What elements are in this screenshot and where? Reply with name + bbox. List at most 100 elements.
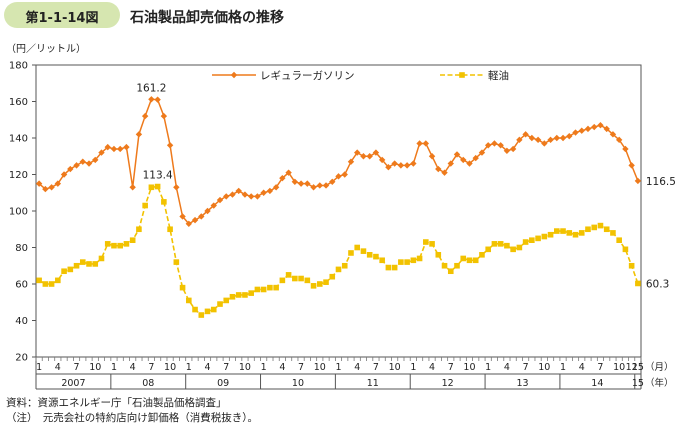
x-month-label: 1: [36, 362, 42, 373]
x-year-label: 13: [516, 378, 528, 389]
x-year-label: 12: [442, 378, 454, 389]
diesel-data-point: [104, 241, 111, 247]
gasoline-data-point: [54, 180, 62, 187]
y-axis-unit: （円／リットル）: [6, 43, 86, 55]
diesel-data-point: [597, 222, 604, 229]
gasoline-data-point: [67, 165, 74, 173]
diesel-data-point: [329, 273, 336, 280]
diesel-data-point: [192, 306, 198, 313]
diesel-data-point: [479, 252, 485, 258]
gasoline-data-point: [73, 162, 80, 169]
gasoline-data-point: [266, 187, 274, 195]
x-year-label: 10: [292, 378, 304, 389]
x-month-label: 4: [204, 362, 210, 373]
x-month-label: 10: [314, 362, 326, 373]
diesel-data-point: [460, 255, 467, 262]
diesel-data-point: [285, 272, 292, 278]
diesel-data-point: [235, 292, 242, 298]
diesel-data-point: [354, 244, 361, 251]
gasoline-data-point: [347, 158, 355, 165]
gasoline-data-point: [422, 140, 430, 147]
x-month-label: 4: [279, 362, 285, 373]
diesel-data-point: [379, 257, 385, 264]
gasoline-data-point: [615, 136, 623, 144]
gasoline-data-point: [509, 145, 517, 153]
diesel-data-point: [635, 280, 641, 287]
diesel-data-point: [560, 228, 566, 234]
gasoline-data-point: [148, 96, 155, 103]
diesel-data-point: [497, 241, 504, 247]
diesel-data-point: [529, 237, 535, 243]
x-month-label: 10: [389, 362, 401, 373]
diesel-data-point: [316, 281, 323, 287]
gasoline-data-point: [285, 169, 292, 176]
gasoline-data-point: [216, 196, 224, 204]
gasoline-data-point: [354, 149, 361, 156]
x-month-label: 7: [597, 362, 603, 373]
x-month-label: 10: [463, 362, 475, 373]
x-month-label: 1: [560, 362, 566, 373]
diesel-peak-label: 113.4: [143, 170, 173, 182]
gasoline-data-point: [129, 184, 136, 191]
diesel-data-point: [304, 277, 311, 284]
diesel-data-point: [510, 246, 516, 253]
gasoline-data-point: [385, 164, 392, 171]
gasoline-data-point: [447, 160, 454, 167]
gasoline-data-point: [541, 140, 548, 147]
y-tick-label: 140: [9, 134, 28, 145]
gasoline-data-point: [166, 142, 174, 149]
diesel-data-point: [42, 281, 49, 287]
gasoline-data-point: [179, 213, 186, 220]
gasoline-data-point: [491, 140, 498, 147]
source-note: 資料：資源エネルギー庁「石油製品価格調査」: [6, 397, 227, 409]
x-month-label: 1: [410, 362, 416, 373]
gasoline-data-point: [628, 162, 635, 169]
x-month-label: 7: [448, 362, 454, 373]
legend-diesel-label: 軽油: [488, 69, 509, 82]
diesel-data-point: [161, 199, 167, 205]
footnotes: 資料：資源エネルギー庁「石油製品価格調査」 （注） 元売会社の特約店向け卸価格（…: [6, 396, 258, 426]
x-month-label: 12: [626, 362, 638, 373]
diesel-data-point: [628, 262, 635, 269]
x-month-label: 10: [239, 362, 251, 373]
x-month-label: 1: [335, 362, 341, 373]
diesel-data-point: [485, 246, 491, 253]
gasoline-data-point: [634, 177, 642, 185]
diesel-data-point: [217, 301, 223, 307]
gasoline-data-point: [279, 174, 286, 182]
diesel-data-point: [547, 231, 554, 238]
diesel-data-point: [429, 241, 435, 247]
diesel-data-point: [254, 286, 261, 293]
diesel-data-point: [416, 255, 423, 262]
diesel-data-point: [516, 244, 523, 251]
diesel-data-point: [535, 235, 541, 242]
diesel-data-point: [585, 226, 591, 233]
gasoline-data-point: [572, 129, 579, 136]
gasoline-data-point: [154, 96, 161, 103]
diesel-data-point: [603, 226, 610, 233]
gasoline-data-point: [472, 154, 479, 162]
diesel-data-point: [572, 231, 579, 238]
diesel-data-point: [229, 293, 236, 300]
annotation-note: （注） 元売会社の特約店向け卸価格（消費税抜き）。: [6, 412, 258, 424]
gasoline-data-point: [42, 185, 49, 193]
diesel-data-point: [154, 183, 161, 190]
diesel-data-point: [55, 277, 61, 284]
gasoline-data-point: [622, 145, 629, 153]
diesel-data-point: [204, 308, 211, 315]
diesel-data-point: [92, 261, 99, 267]
diesel-data-point: [435, 252, 442, 258]
gasoline-data-point: [135, 131, 143, 138]
diesel-data-point: [504, 242, 510, 249]
y-tick-label: 80: [15, 243, 28, 254]
diesel-data-point: [248, 290, 254, 296]
diesel-data-point: [385, 264, 392, 271]
diesel-data-point: [173, 259, 180, 265]
gasoline-data-point: [559, 134, 567, 142]
diesel-data-point: [454, 262, 460, 269]
x-month-label: 4: [579, 362, 585, 373]
gasoline-data-point: [60, 171, 68, 178]
diesel-data-point: [591, 224, 598, 231]
gasoline-data-point: [397, 162, 405, 169]
